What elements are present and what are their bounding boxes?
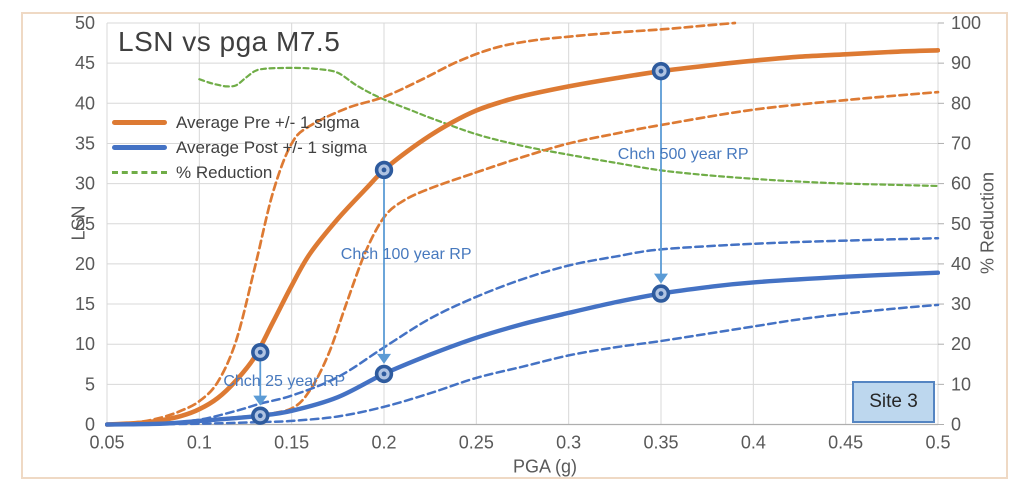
legend-label: % Reduction: [176, 162, 273, 182]
x-tick-label: 0.5: [925, 433, 950, 453]
legend-label: Average Post +/- 1 sigma: [176, 137, 368, 157]
series-post-minus-sigma-line: [105, 303, 940, 426]
x-tick-label: 0.35: [643, 433, 678, 453]
legend-swatch-solid: [112, 145, 167, 150]
x-tick-label: 0.15: [274, 433, 309, 453]
marker-center-post-100yr: [381, 371, 387, 377]
y-tick-label-left: 5: [85, 374, 95, 394]
x-tick-label: 0.3: [556, 433, 581, 453]
y-tick-label-left: 0: [85, 415, 95, 435]
site-label-badge: Site 3: [852, 381, 935, 423]
y-tick-label-left: 40: [75, 93, 95, 113]
y-tick-label-left: 10: [75, 334, 95, 354]
y-tick-label-right: 40: [951, 254, 971, 274]
marker-center-post-500yr: [658, 291, 664, 297]
y-tick-label-right: 90: [951, 53, 971, 73]
legend: Average Pre +/- 1 sigma Average Post +/- …: [112, 110, 367, 185]
right-axis-ticks: [938, 22, 944, 425]
marker-center-pre-100yr: [381, 167, 387, 173]
y-tick-label-left: 30: [75, 174, 95, 194]
y-tick-label-right: 50: [951, 214, 971, 234]
legend-label: Average Pre +/- 1 sigma: [176, 112, 360, 132]
series-pre-average-line: [105, 48, 940, 427]
x-tick-label: 0.1: [187, 433, 212, 453]
annotation-chch-100-year-rp: Chch 100 year RP: [340, 246, 472, 264]
y-tick-label-right: 100: [951, 13, 981, 33]
y-tick-label-right: 70: [951, 133, 971, 153]
series-post-plus-sigma-line: [105, 236, 940, 426]
chart-title: LSN vs pga M7.5: [118, 26, 341, 57]
series-post-average-line: [105, 270, 940, 427]
y-tick-labels-right: 0 10 20 30 40 50 60 70 80 90 100: [951, 13, 981, 435]
y-tick-label-left: 20: [75, 254, 95, 274]
arrow-head-25yr: [253, 395, 268, 406]
legend-item-2: % Reduction: [112, 160, 367, 185]
marker-center-pre-25yr: [257, 349, 263, 355]
x-tick-label: 0.2: [371, 433, 396, 453]
y-tick-label-right: 80: [951, 93, 971, 113]
y-tick-label-right: 10: [951, 374, 971, 394]
y-axis-title-left: LSN: [68, 205, 89, 241]
arrow-head-500yr: [654, 273, 668, 284]
gridlines: [106, 22, 939, 425]
y-tick-label-right: 0: [951, 415, 961, 435]
y-tick-label-left: 15: [75, 294, 95, 314]
arrow-head-100yr: [377, 353, 391, 364]
y-tick-label-right: 60: [951, 174, 971, 194]
series-pct-reduction-line: [198, 66, 940, 188]
legend-swatch-solid: [112, 120, 167, 125]
x-tick-labels: 0.05 0.1 0.15 0.2 0.25 0.3 0.35 0.4 0.45 0.5: [89, 433, 950, 453]
data-point-markers: [251, 61, 671, 425]
y-tick-label-right: 20: [951, 334, 971, 354]
y-tick-label-left: 50: [75, 13, 95, 33]
chart-frame-border: [21, 12, 1008, 479]
series-pre-plus-sigma-line: [105, 21, 737, 426]
x-tick-label: 0.25: [459, 433, 494, 453]
series-curves: [105, 21, 940, 427]
legend-item-0: Average Pre +/- 1 sigma: [112, 110, 367, 135]
y-tick-label-left: 35: [75, 133, 95, 153]
y-tick-labels-left: 0 5 10 15 20 25 30 35 40 45 50: [75, 13, 95, 435]
annotation-chch-500-year-rp: Chch 500 year RP: [617, 145, 749, 163]
y-tick-label-left: 25: [75, 214, 95, 234]
x-axis-title: PGA (g): [512, 456, 578, 477]
x-tick-label: 0.4: [741, 433, 766, 453]
y-tick-label-left: 45: [75, 53, 95, 73]
annotation-chch-25-year-rp: Chch 25 year RP: [223, 372, 346, 390]
legend-swatch-dashed: [112, 171, 167, 174]
x-tick-label: 0.05: [89, 433, 124, 453]
y-axis-title-right: % Reduction: [977, 171, 998, 275]
marker-center-post-25yr: [257, 413, 263, 419]
y-tick-label-right: 30: [951, 294, 971, 314]
x-tick-label: 0.45: [828, 433, 863, 453]
marker-center-pre-500yr: [658, 68, 664, 74]
legend-item-1: Average Post +/- 1 sigma: [112, 135, 367, 160]
